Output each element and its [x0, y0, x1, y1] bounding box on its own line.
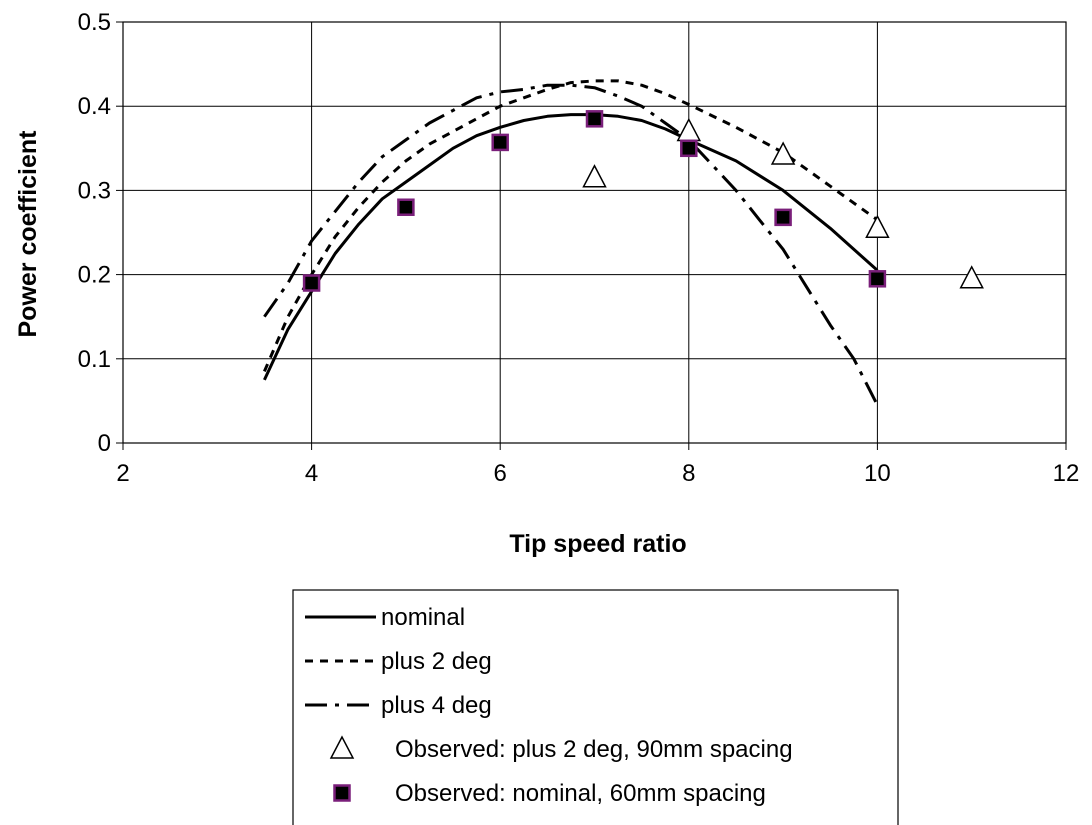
plot-area-border	[122, 21, 1067, 444]
y-tick-label: 0.1	[78, 346, 111, 373]
series-line-plus-2-deg	[263, 79, 879, 372]
series-line-plus-4-deg	[263, 83, 879, 406]
marker-square	[302, 274, 321, 292]
series-layer	[263, 79, 984, 406]
y-tick-label: 0.3	[78, 177, 111, 204]
marker-square	[491, 133, 509, 152]
marker-triangle	[865, 214, 890, 239]
x-tick-label: 8	[682, 460, 695, 487]
legend-item: nominal	[305, 604, 465, 631]
marker-triangle	[582, 164, 607, 188]
marker-square	[774, 208, 792, 227]
y-tick-label: 0.2	[78, 262, 111, 289]
legend-square-symbol	[333, 784, 351, 802]
y-tick-label: 0.4	[78, 93, 111, 120]
x-axis-title: Tip speed ratio	[509, 530, 686, 558]
legend-item: plus 2 deg	[305, 648, 492, 675]
x-tick-label: 4	[305, 460, 318, 487]
legend-label: Observed: nominal, 60mm spacing	[395, 780, 766, 807]
y-tick-label: 0	[98, 430, 111, 457]
legend-item: Observed: plus 2 deg, 90mm spacing	[329, 735, 793, 763]
legend-label: nominal	[381, 604, 465, 631]
legend-item: plus 4 deg	[305, 692, 492, 719]
x-tick-label: 6	[494, 460, 507, 487]
grid	[123, 22, 1066, 443]
tick-labels: 0 0.1 0.2 0.3 0.4 0.5 2 4 6 8 10 12	[78, 9, 1080, 487]
x-tick-label: 2	[116, 460, 129, 487]
legend-item: Observed: nominal, 60mm spacing	[333, 780, 766, 807]
legend-label: Observed: plus 2 deg, 90mm spacing	[395, 736, 793, 763]
legend-box	[292, 589, 899, 825]
marker-square	[868, 270, 887, 288]
x-tick-label: 12	[1053, 460, 1080, 487]
series-line-nominal	[263, 113, 879, 381]
marker-triangle	[959, 265, 984, 289]
x-tick-label: 10	[864, 460, 891, 487]
legend-label: plus 2 deg	[381, 648, 492, 675]
legend: nominal plus 2 deg plus 4 deg Observed: plu…	[292, 589, 899, 825]
marker-triangle	[676, 117, 702, 142]
legend-triangle-symbol	[329, 735, 355, 759]
marker-square	[585, 110, 604, 128]
legend-label: plus 4 deg	[381, 692, 492, 719]
axes	[116, 21, 1067, 450]
marker-triangle	[770, 141, 796, 165]
y-axis-title: Power coefficient	[14, 130, 42, 338]
y-tick-label: 0.5	[78, 9, 111, 36]
marker-square	[680, 139, 698, 158]
marker-square	[397, 198, 415, 216]
